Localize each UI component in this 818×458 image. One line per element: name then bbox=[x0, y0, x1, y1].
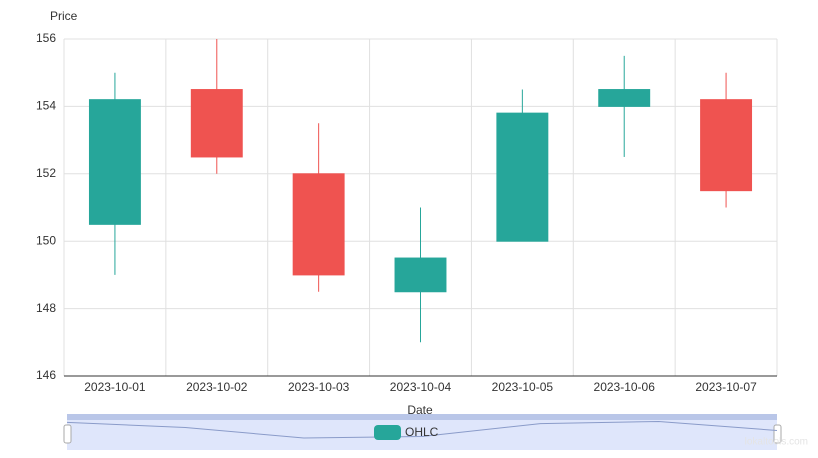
x-axis-title: Date bbox=[407, 403, 433, 417]
legend-label[interactable]: OHLC bbox=[405, 425, 439, 439]
y-tick-label: 150 bbox=[36, 233, 56, 247]
y-tick-label: 148 bbox=[36, 301, 56, 315]
watermark: lokaltools.com bbox=[745, 437, 808, 448]
x-tick-label: 2023-10-07 bbox=[695, 380, 757, 394]
y-axis-title: Price bbox=[50, 9, 78, 23]
candle-body bbox=[190, 89, 243, 158]
y-tick-label: 156 bbox=[36, 31, 56, 45]
x-tick-label: 2023-10-03 bbox=[288, 380, 350, 394]
y-tick-label: 152 bbox=[36, 166, 56, 180]
navigator-handle[interactable] bbox=[773, 424, 782, 444]
x-tick-label: 2023-10-04 bbox=[390, 380, 452, 394]
candle-body bbox=[394, 257, 447, 293]
candle-body bbox=[700, 99, 753, 192]
candle-body bbox=[88, 99, 141, 225]
navigator-line bbox=[66, 420, 778, 439]
x-tick-label: 2023-10-01 bbox=[84, 380, 146, 394]
candle-body bbox=[292, 173, 345, 276]
navigator-handle[interactable] bbox=[63, 424, 72, 444]
x-tick-label: 2023-10-06 bbox=[594, 380, 656, 394]
navigator-bar[interactable] bbox=[67, 414, 777, 420]
y-tick-label: 146 bbox=[36, 368, 56, 382]
candle-body bbox=[496, 112, 549, 242]
candle-body bbox=[598, 89, 651, 107]
x-tick-label: 2023-10-02 bbox=[186, 380, 248, 394]
x-tick-label: 2023-10-05 bbox=[492, 380, 554, 394]
legend-swatch[interactable] bbox=[374, 425, 401, 440]
y-tick-label: 154 bbox=[36, 99, 56, 113]
